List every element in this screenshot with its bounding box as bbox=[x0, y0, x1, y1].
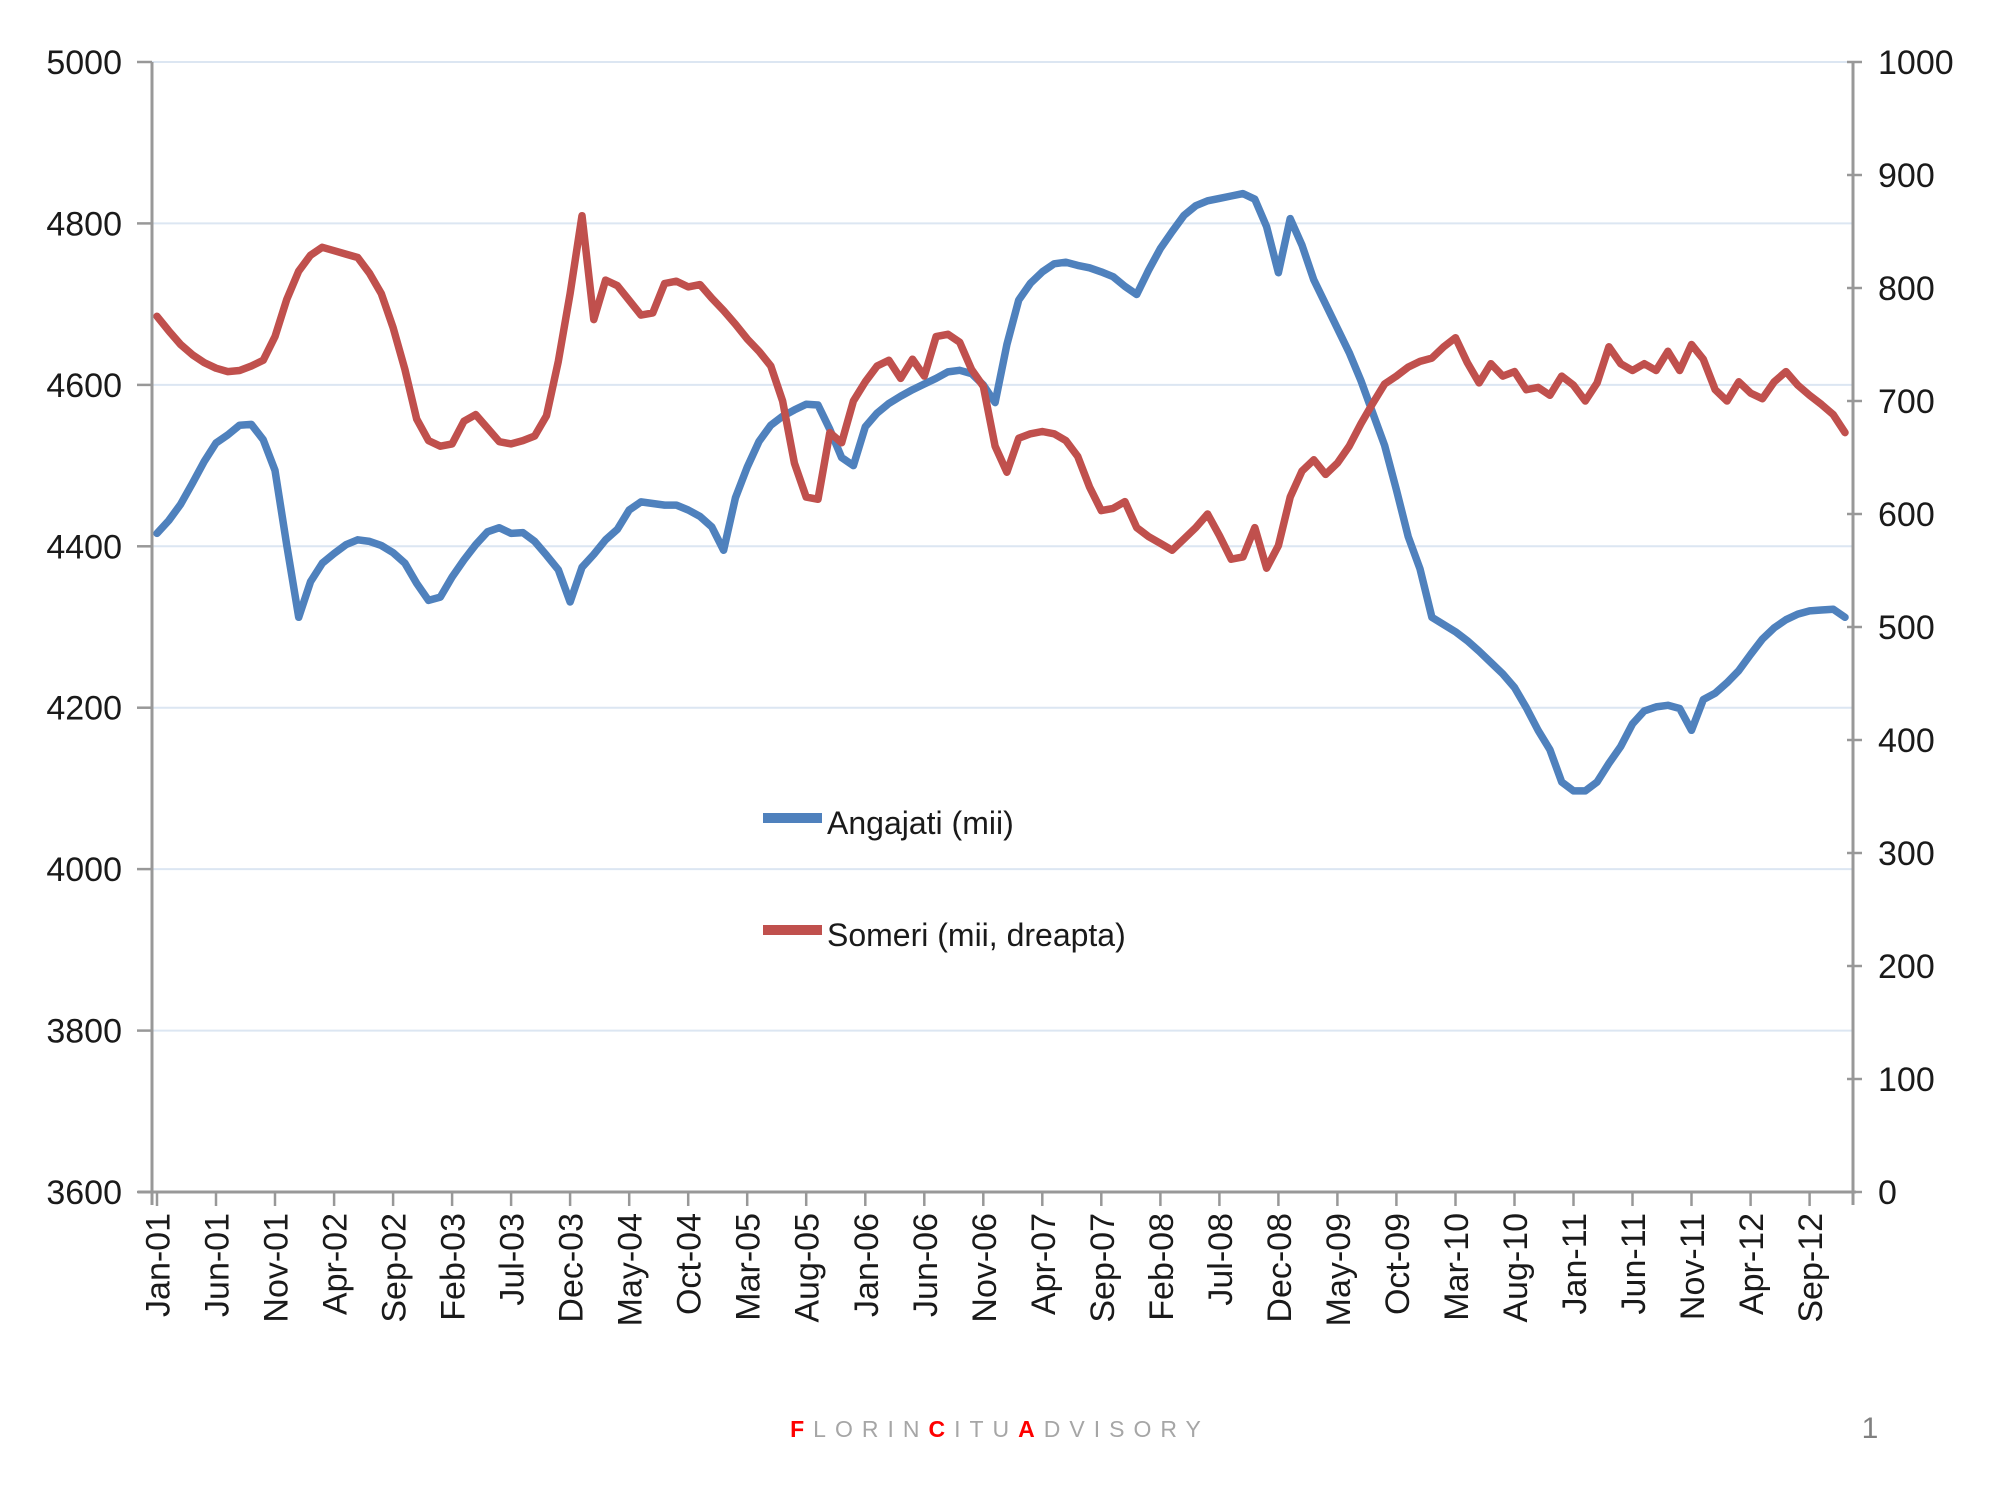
series-line-someri bbox=[153, 211, 1849, 572]
right-axis-tick-label: 700 bbox=[1878, 383, 1935, 421]
x-axis-tick-label: Apr-12 bbox=[1733, 1213, 1771, 1315]
right-axis-tick-label: 100 bbox=[1878, 1061, 1935, 1099]
series-line-angajati bbox=[153, 189, 1849, 795]
left-axis-tick-label: 4200 bbox=[46, 690, 122, 728]
x-axis-tick-label: Mar-05 bbox=[730, 1213, 768, 1321]
x-axis-tick-label: Sep-07 bbox=[1084, 1213, 1122, 1323]
right-axis-tick-label: 400 bbox=[1878, 722, 1935, 760]
right-axis-tick-label: 600 bbox=[1878, 496, 1935, 534]
x-axis-tick-label: Mar-10 bbox=[1438, 1213, 1476, 1321]
right-axis-tick-label: 1000 bbox=[1878, 44, 1954, 82]
x-axis-tick-label: Feb-03 bbox=[435, 1213, 473, 1321]
x-axis-tick-label: Jun-11 bbox=[1615, 1213, 1653, 1314]
x-axis-tick-label: Feb-08 bbox=[1143, 1213, 1181, 1321]
right-axis-tick-label: 300 bbox=[1878, 835, 1935, 873]
right-axis-tick-label: 0 bbox=[1878, 1174, 1897, 1212]
right-axis-tick-label: 900 bbox=[1878, 157, 1935, 195]
x-axis-tick-label: Nov-06 bbox=[966, 1213, 1004, 1323]
x-axis-tick-label: Aug-10 bbox=[1497, 1213, 1535, 1323]
footer-letter-c: C bbox=[928, 1416, 955, 1442]
left-axis-tick-label: 3600 bbox=[46, 1174, 122, 1212]
x-axis-tick-label: May-09 bbox=[1320, 1213, 1358, 1326]
x-axis-tick-label: Nov-11 bbox=[1674, 1213, 1712, 1320]
series-lines bbox=[153, 189, 1849, 795]
legend-label-someri: Someri (mii, dreapta) bbox=[827, 917, 1126, 953]
gridlines bbox=[152, 61, 1853, 1032]
left-axis-tick-label: 4600 bbox=[46, 367, 122, 405]
x-axis-tick-label: Jul-03 bbox=[494, 1213, 532, 1306]
footer-letter-a: A bbox=[1018, 1416, 1044, 1442]
left-axis-tick-label: 5000 bbox=[46, 44, 122, 82]
x-axis-tick-label: Sep-02 bbox=[376, 1213, 414, 1323]
legend: Angajati (mii) Someri (mii, dreapta) bbox=[763, 805, 1126, 953]
x-axis-tick-label: Dec-08 bbox=[1261, 1213, 1299, 1323]
right-axis-tick-label: 500 bbox=[1878, 609, 1935, 647]
footer-brand: FLORINCITUADVISORY bbox=[0, 1416, 2000, 1443]
x-axis-tick-label: Dec-03 bbox=[553, 1213, 591, 1323]
x-axis-tick-label: Oct-04 bbox=[671, 1213, 709, 1315]
left-axis-tick-label: 4000 bbox=[46, 851, 122, 889]
x-axis-tick-label: Oct-09 bbox=[1379, 1213, 1417, 1315]
legend-label-angajati: Angajati (mii) bbox=[827, 805, 1014, 841]
x-axis-tick-label: Sep-12 bbox=[1792, 1213, 1830, 1323]
footer-text-lorin: LORIN bbox=[813, 1416, 929, 1442]
x-axis-tick-label: Jan-06 bbox=[848, 1213, 886, 1317]
left-axis-tick-label: 4400 bbox=[46, 528, 122, 566]
x-axis-tick-label: Apr-02 bbox=[317, 1213, 355, 1315]
footer-text-itu: ITU bbox=[954, 1416, 1019, 1442]
left-axis-tick-label: 4800 bbox=[46, 205, 122, 243]
axes bbox=[137, 60, 1862, 1206]
page-number: 1 bbox=[1861, 1412, 1879, 1445]
left-axis-tick-label: 3800 bbox=[46, 1013, 122, 1051]
x-axis-tick-label: Jul-08 bbox=[1202, 1213, 1240, 1306]
x-axis-tick-label: Nov-01 bbox=[258, 1213, 296, 1323]
axis-tick-labels: 3600 3800 4000 4200 4400 4600 4800 5000 0 100 200 3… bbox=[46, 44, 1953, 1326]
right-axis-tick-label: 200 bbox=[1878, 948, 1935, 986]
x-axis-tick-label: Jun-01 bbox=[199, 1213, 237, 1317]
footer-letter-f: F bbox=[790, 1416, 814, 1442]
x-axis-tick-label: Jun-06 bbox=[907, 1213, 945, 1317]
x-axis-tick-label: Aug-05 bbox=[789, 1213, 827, 1323]
footer-text-dvisory: DVISORY bbox=[1043, 1416, 1210, 1442]
right-axis-tick-label: 800 bbox=[1878, 270, 1935, 308]
x-axis-tick-label: Jan-11 bbox=[1556, 1213, 1594, 1314]
x-axis-tick-label: May-04 bbox=[612, 1213, 650, 1326]
x-axis-tick-label: Apr-07 bbox=[1025, 1213, 1063, 1315]
x-axis-tick-label: Jan-01 bbox=[140, 1213, 178, 1317]
